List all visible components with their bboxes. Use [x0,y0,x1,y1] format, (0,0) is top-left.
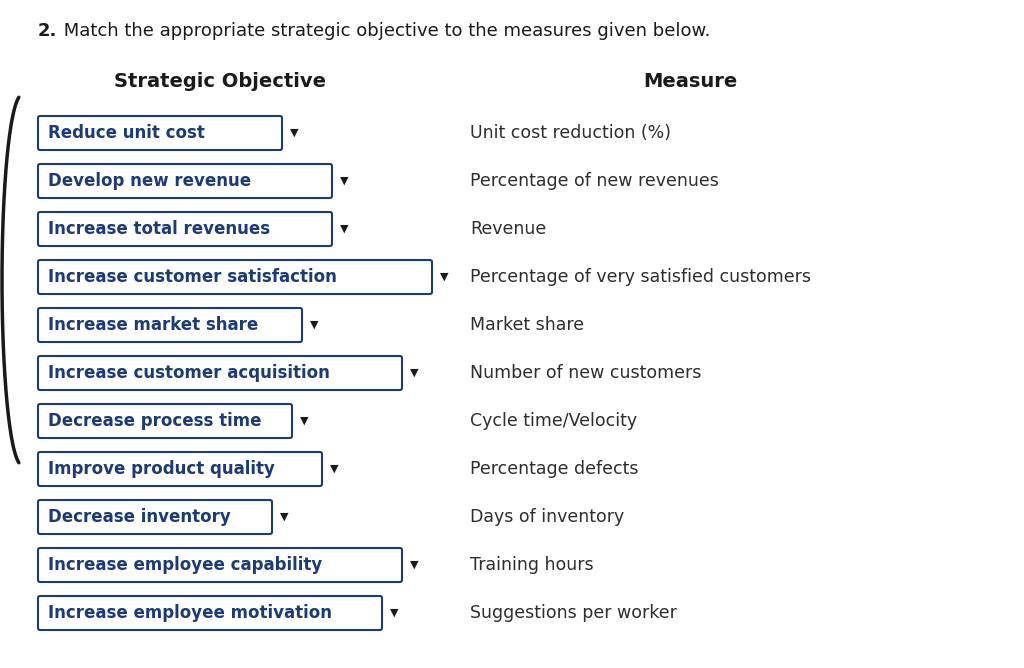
FancyBboxPatch shape [38,404,292,438]
Text: Days of inventory: Days of inventory [470,508,625,526]
FancyBboxPatch shape [38,356,402,390]
FancyBboxPatch shape [38,212,332,246]
Text: Measure: Measure [643,72,737,91]
Text: Suggestions per worker: Suggestions per worker [470,604,677,622]
Text: Increase customer satisfaction: Increase customer satisfaction [48,268,337,286]
Text: ▼: ▼ [440,272,449,282]
Text: ▼: ▼ [290,128,299,138]
FancyBboxPatch shape [38,260,432,294]
Text: Decrease inventory: Decrease inventory [48,508,230,526]
Text: ▼: ▼ [340,224,348,234]
Text: Training hours: Training hours [470,556,594,574]
Text: Match the appropriate strategic objective to the measures given below.: Match the appropriate strategic objectiv… [58,22,711,40]
Text: Decrease process time: Decrease process time [48,412,261,430]
Text: Percentage of new revenues: Percentage of new revenues [470,172,719,190]
FancyBboxPatch shape [38,164,332,198]
Text: Percentage defects: Percentage defects [470,460,639,478]
FancyBboxPatch shape [38,116,282,150]
FancyBboxPatch shape [38,452,322,486]
FancyBboxPatch shape [38,308,302,342]
Text: ▼: ▼ [340,176,348,186]
Text: Increase total revenues: Increase total revenues [48,220,270,238]
Text: ▼: ▼ [410,560,419,570]
Text: Unit cost reduction (%): Unit cost reduction (%) [470,124,671,142]
Text: Market share: Market share [470,316,584,334]
Text: Develop new revenue: Develop new revenue [48,172,251,190]
Text: ▼: ▼ [410,368,419,378]
Text: ▼: ▼ [300,416,308,426]
Text: 2.: 2. [38,22,57,40]
Text: Increase customer acquisition: Increase customer acquisition [48,364,330,382]
Text: ▼: ▼ [390,608,398,618]
Text: Improve product quality: Improve product quality [48,460,274,478]
Text: Increase market share: Increase market share [48,316,258,334]
Text: ▼: ▼ [280,512,289,522]
Text: Number of new customers: Number of new customers [470,364,701,382]
Text: Revenue: Revenue [470,220,546,238]
FancyBboxPatch shape [38,548,402,582]
Text: Percentage of very satisfied customers: Percentage of very satisfied customers [470,268,811,286]
Text: Reduce unit cost: Reduce unit cost [48,124,205,142]
Text: ▼: ▼ [310,320,318,330]
Text: Strategic Objective: Strategic Objective [114,72,326,91]
FancyBboxPatch shape [38,596,382,630]
FancyBboxPatch shape [38,500,272,534]
Text: Increase employee motivation: Increase employee motivation [48,604,332,622]
Text: Increase employee capability: Increase employee capability [48,556,323,574]
Text: ▼: ▼ [330,464,339,474]
Text: Cycle time/Velocity: Cycle time/Velocity [470,412,637,430]
